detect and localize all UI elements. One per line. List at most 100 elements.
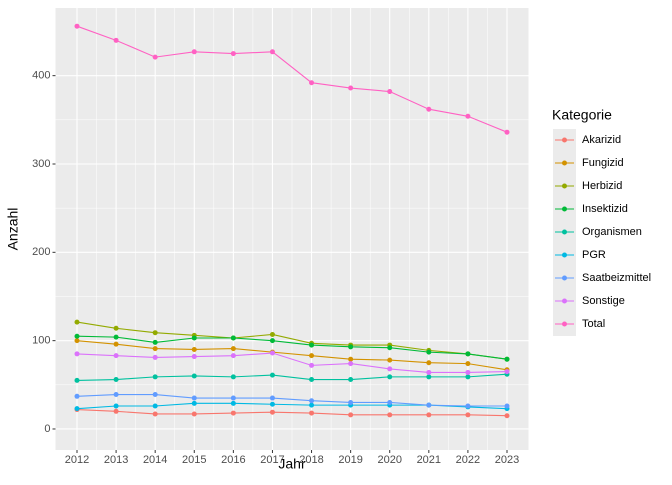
data-point	[74, 333, 80, 339]
y-tick-label: 0	[44, 423, 50, 435]
legend-point	[562, 229, 567, 235]
data-point	[348, 377, 354, 383]
data-point	[504, 356, 510, 362]
legend-label: Organismen	[582, 226, 642, 238]
data-point	[74, 319, 80, 325]
data-point	[191, 49, 197, 55]
x-tick-label: 2020	[377, 454, 401, 466]
data-point	[348, 399, 354, 405]
data-point	[309, 410, 315, 416]
data-point	[387, 366, 393, 372]
x-tick-label: 2016	[221, 454, 245, 466]
data-point	[504, 413, 510, 419]
data-point	[191, 335, 197, 341]
data-point	[113, 334, 119, 340]
x-tick-label: 2021	[417, 454, 441, 466]
data-point	[348, 344, 354, 350]
legend-point	[562, 298, 567, 304]
data-point	[269, 338, 275, 344]
series-line	[76, 335, 508, 360]
series-line	[76, 352, 508, 373]
data-point	[230, 374, 236, 380]
y-tick-label: 400	[32, 70, 50, 82]
data-point	[269, 401, 275, 407]
data-point	[230, 346, 236, 352]
y-tick-label: 300	[32, 158, 50, 170]
legend-title: Kategorie	[552, 107, 612, 123]
data-point	[348, 356, 354, 362]
x-tick-label: 2017	[260, 454, 284, 466]
legend-point	[562, 160, 567, 166]
data-point	[230, 51, 236, 57]
data-point	[191, 373, 197, 379]
legend-point	[562, 183, 567, 189]
data-point	[152, 354, 158, 360]
legend-point	[562, 206, 567, 212]
data-point	[426, 402, 432, 408]
data-point	[387, 399, 393, 405]
data-point	[230, 335, 236, 341]
x-tick-label: 2018	[299, 454, 323, 466]
data-point	[309, 362, 315, 368]
data-point	[309, 80, 315, 86]
data-point	[309, 353, 315, 359]
data-point	[269, 395, 275, 401]
data-point	[74, 377, 80, 383]
data-point	[74, 338, 80, 344]
data-point	[465, 369, 471, 375]
legend-point	[562, 275, 567, 281]
data-point	[465, 374, 471, 380]
legend-point	[562, 252, 567, 258]
legend-label: Sonstige	[582, 295, 625, 307]
data-point	[152, 392, 158, 398]
data-point	[113, 353, 119, 359]
data-point	[348, 412, 354, 418]
x-tick-label: 2013	[104, 454, 128, 466]
data-point	[465, 403, 471, 409]
data-point	[348, 85, 354, 91]
data-point	[309, 402, 315, 408]
data-point	[191, 411, 197, 417]
data-point	[269, 372, 275, 378]
data-point	[504, 369, 510, 375]
data-point	[230, 400, 236, 406]
series-line	[76, 25, 508, 133]
legend-point	[562, 137, 567, 143]
data-point	[230, 395, 236, 401]
data-point	[74, 351, 80, 357]
data-point	[269, 350, 275, 356]
x-axis-title: Jahr	[278, 456, 306, 472]
data-point	[113, 403, 119, 409]
x-tick-label: 2014	[143, 454, 167, 466]
data-point	[309, 377, 315, 383]
data-point	[113, 408, 119, 414]
data-point	[465, 351, 471, 357]
legend-label: Total	[582, 318, 605, 330]
data-point	[387, 89, 393, 95]
data-point	[465, 113, 471, 119]
data-point	[152, 374, 158, 380]
legend-label: Saatbeizmittel	[582, 272, 651, 284]
data-point	[191, 400, 197, 406]
data-point	[191, 395, 197, 401]
data-point	[309, 398, 315, 404]
legend-point	[562, 321, 567, 327]
data-point	[152, 330, 158, 336]
data-point	[504, 129, 510, 135]
x-tick-label: 2012	[65, 454, 89, 466]
data-point	[309, 342, 315, 348]
y-tick-label: 200	[32, 246, 50, 258]
data-point	[113, 325, 119, 331]
data-point	[152, 54, 158, 60]
data-point	[152, 346, 158, 352]
data-point	[152, 411, 158, 417]
data-point	[269, 409, 275, 415]
data-point	[191, 354, 197, 360]
data-point	[426, 106, 432, 112]
data-point	[230, 353, 236, 359]
y-axis-title: Anzahl	[5, 208, 21, 251]
legend-label: Herbizid	[582, 180, 622, 192]
data-point	[387, 374, 393, 380]
data-point	[152, 339, 158, 345]
